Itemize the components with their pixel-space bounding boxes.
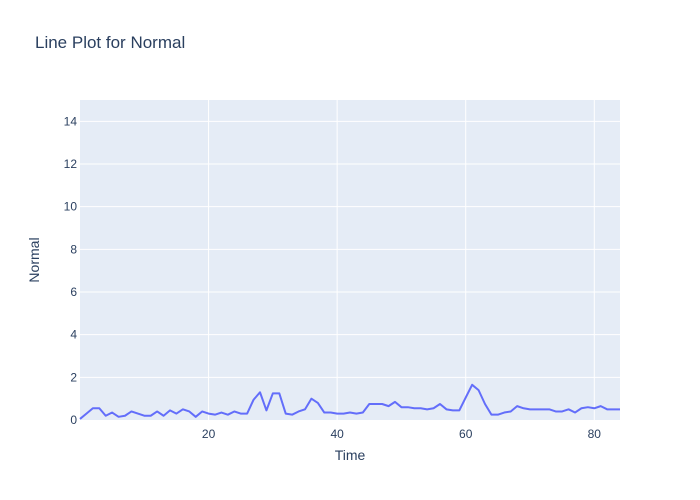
y-tick-label: 0	[70, 413, 77, 427]
y-tick-label: 2	[70, 370, 77, 384]
y-axis-title: Normal	[26, 237, 42, 282]
y-tick-label: 12	[64, 157, 78, 171]
gridlines	[80, 100, 620, 420]
x-tick-label: 80	[588, 427, 602, 441]
x-tick-label: 20	[202, 427, 216, 441]
y-tick-label: 6	[70, 285, 77, 299]
x-tick-label: 60	[459, 427, 473, 441]
plot-area	[80, 100, 620, 420]
chart-title: Line Plot for Normal	[35, 33, 186, 52]
y-tick-label: 10	[64, 200, 78, 214]
series-line	[79, 383, 620, 420]
y-tick-label: 14	[64, 114, 78, 128]
data-layer	[79, 383, 620, 420]
x-axis-title: Time	[335, 447, 366, 463]
x-tick-label: 40	[330, 427, 344, 441]
y-tick-label: 8	[70, 242, 77, 256]
y-tick-label: 4	[70, 328, 77, 342]
tick-labels: 0 2 4 6 8 10 12 14 20 40 60 80	[64, 114, 602, 441]
